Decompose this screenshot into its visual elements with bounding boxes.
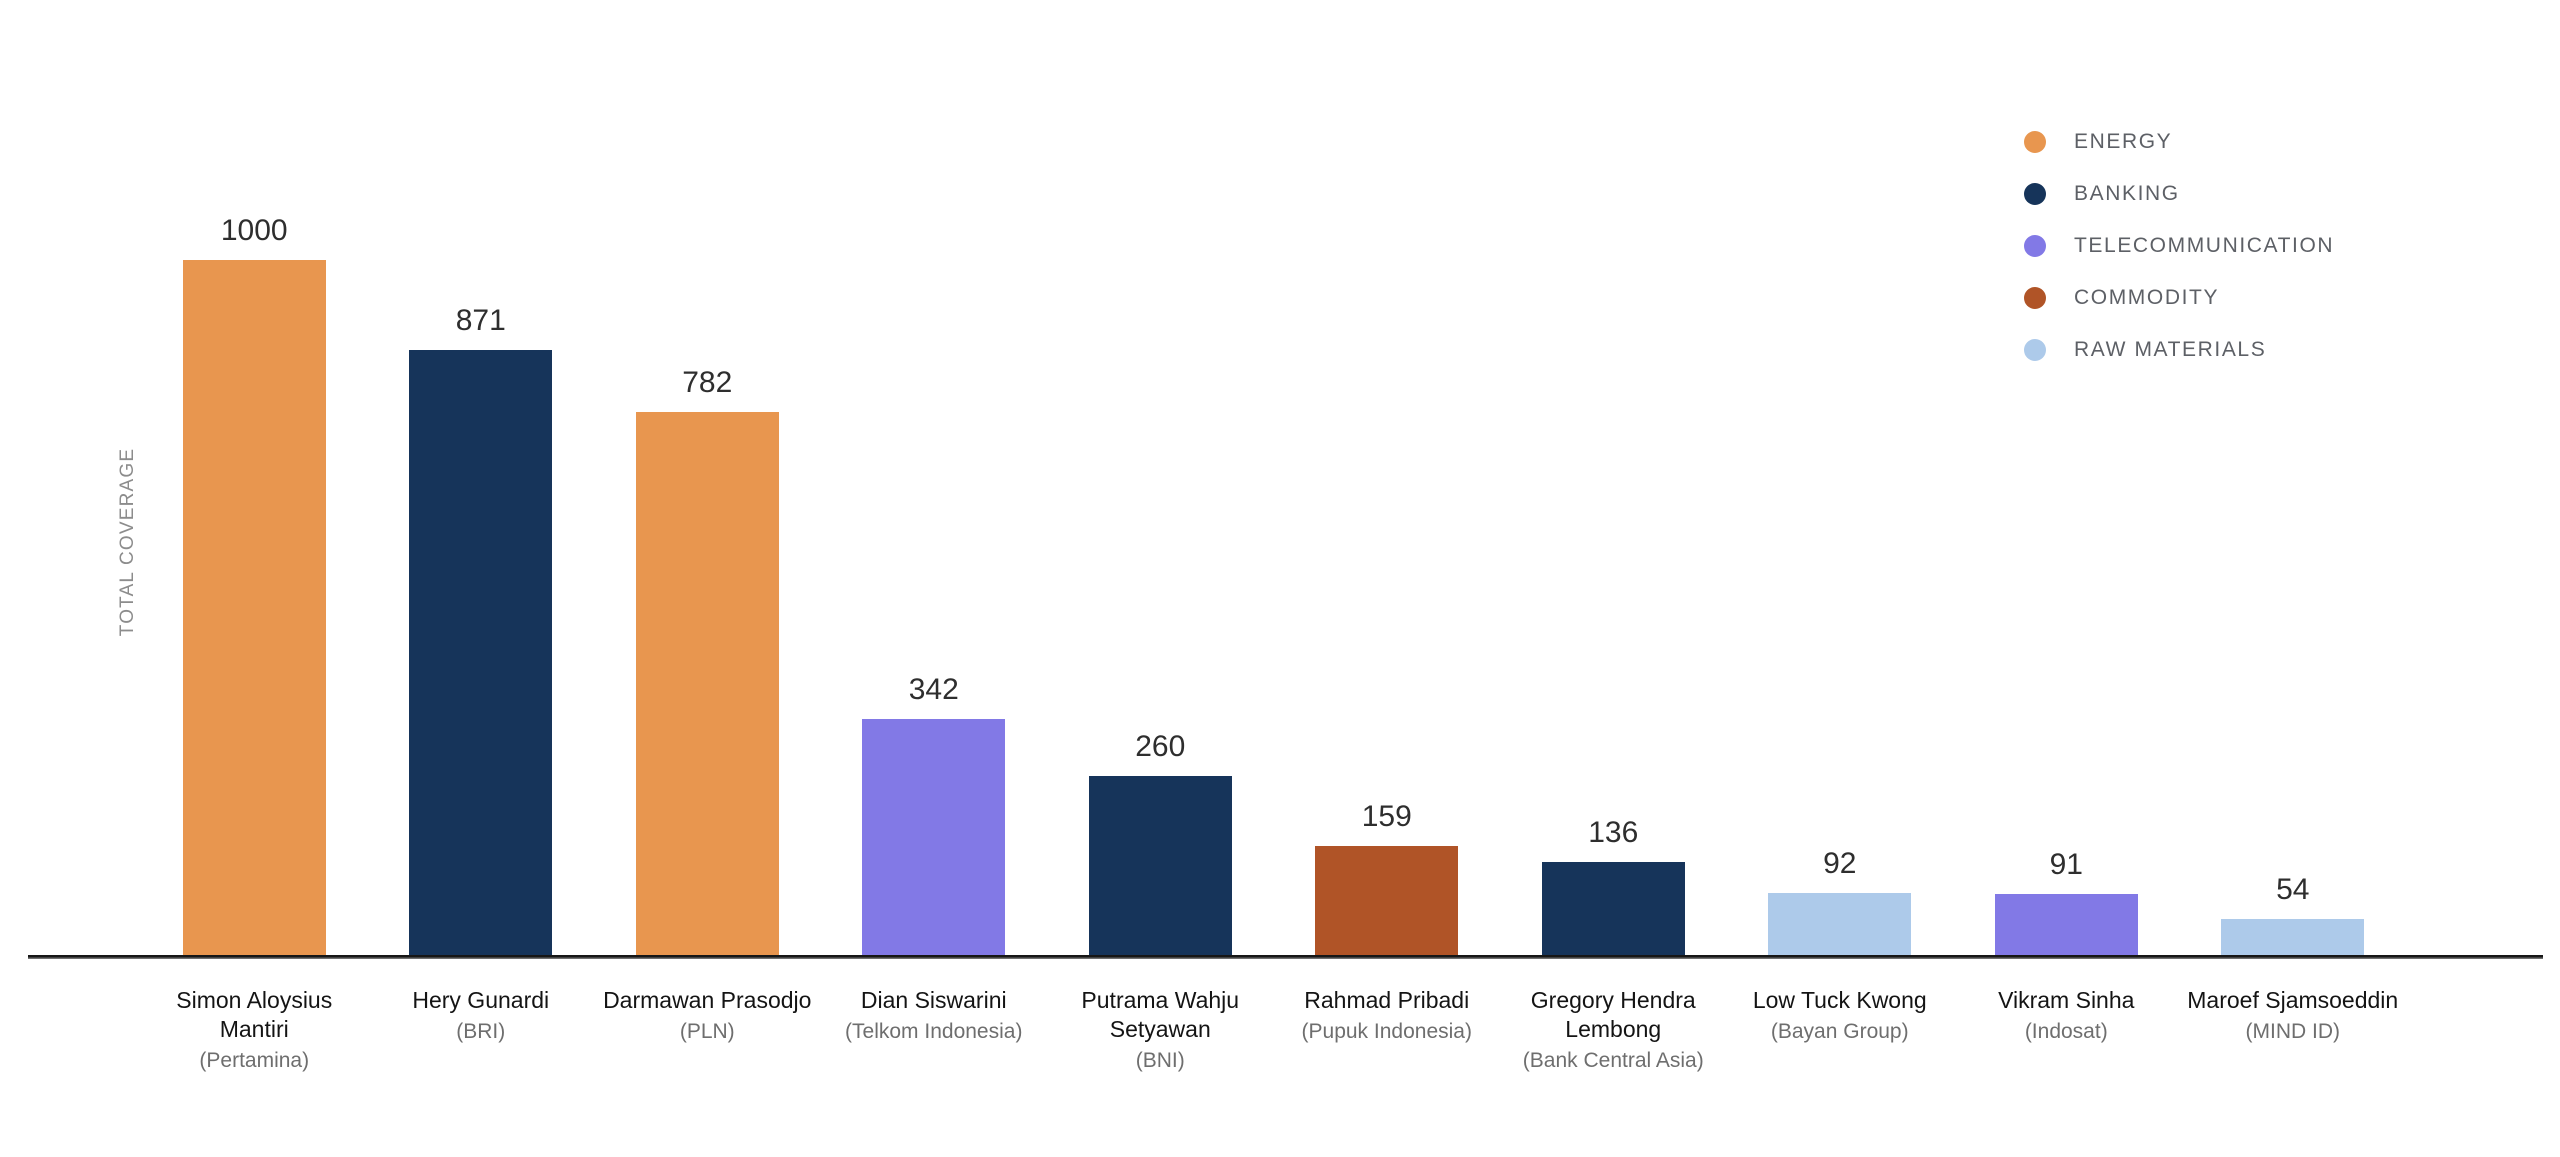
legend-dot-icon: [2024, 287, 2046, 309]
legend-item-label: COMMODITY: [2074, 286, 2220, 309]
bar-value-label: 92: [1823, 847, 1857, 880]
legend-item: TELECOMMUNICATION: [2024, 220, 2334, 272]
category-name: Gregory Hendra Lembong: [1530, 987, 1696, 1042]
legend-item: COMMODITY: [2024, 272, 2334, 324]
category-name: Hery Gunardi: [412, 987, 550, 1013]
legend-dot-icon: [2024, 183, 2046, 205]
category-name: Vikram Sinha: [1998, 987, 2135, 1013]
bar-value-label: 260: [1135, 730, 1186, 763]
legend-dot-icon: [2024, 235, 2046, 257]
category-company: (Bayan Group): [1770, 1019, 1909, 1043]
bar-column: 782: [594, 368, 821, 957]
category-name: Simon Aloysius Mantiri: [176, 987, 333, 1042]
x-axis-line: [28, 955, 2543, 959]
category-label: Putrama Wahju Setyawan (BNI): [1047, 986, 1274, 1074]
bar-column: 54: [2180, 875, 2407, 957]
y-axis-label: TOTAL COVERAGE: [117, 447, 138, 637]
bar-value-label: 782: [682, 366, 733, 399]
legend: ENERGY BANKING TELECOMMUNICATION COMMODITY R…: [2024, 116, 2334, 376]
bar-value-label: 91: [2049, 848, 2083, 881]
category-company: (BRI): [456, 1019, 506, 1043]
legend-item: BANKING: [2024, 168, 2334, 220]
category-label: Rahmad Pribadi (Pupuk Indonesia): [1274, 986, 1501, 1074]
category-company: (Bank Central Asia): [1522, 1048, 1704, 1072]
legend-item-label: TELECOMMUNICATION: [2074, 234, 2335, 257]
category-label: Vikram Sinha (Indosat): [1953, 986, 2180, 1074]
legend-item-label: RAW MATERIALS: [2074, 338, 2267, 361]
category-name: Maroef Sjamsoeddin: [2187, 987, 2399, 1013]
bar-column: 1000: [141, 216, 368, 957]
bar: [182, 260, 326, 957]
legend-item: ENERGY: [2024, 116, 2334, 168]
category-company: (Telkom Indonesia): [845, 1019, 1023, 1043]
category-company: (MIND ID): [2245, 1019, 2340, 1043]
category-name: Dian Siswarini: [860, 987, 1007, 1013]
plot-area: 1000 871 782 342 260 159 136 92 91 54: [141, 197, 2406, 957]
bar-column: 871: [368, 306, 595, 957]
x-axis-category-labels: Simon Aloysius Mantiri (Pertamina) Hery Gu…: [141, 986, 2406, 1074]
category-company: (Pupuk Indonesia): [1301, 1019, 1472, 1043]
category-label: Simon Aloysius Mantiri (Pertamina): [141, 986, 368, 1074]
bar-value-label: 1000: [220, 214, 288, 247]
legend-dot-icon: [2024, 131, 2046, 153]
bar: [1541, 862, 1685, 957]
legend-item: RAW MATERIALS: [2024, 324, 2334, 376]
legend-dot-icon: [2024, 339, 2046, 361]
category-label: Dian Siswarini (Telkom Indonesia): [821, 986, 1048, 1074]
bar: [1315, 846, 1459, 957]
category-name: Darmawan Prasodjo: [603, 987, 812, 1013]
category-label: Gregory Hendra Lembong (Bank Central Asia…: [1500, 986, 1727, 1074]
bar: [1088, 776, 1232, 957]
bar-value-label: 342: [908, 673, 959, 706]
bar: [1768, 893, 1912, 957]
category-name: Low Tuck Kwong: [1752, 987, 1927, 1013]
bar-value-label: 871: [455, 304, 506, 337]
bar-column: 136: [1500, 818, 1727, 957]
bar: [635, 412, 779, 957]
bar-column: 342: [821, 675, 1048, 957]
category-name: Putrama Wahju Setyawan: [1081, 987, 1240, 1042]
bar: [2221, 919, 2365, 957]
category-label: Hery Gunardi (BRI): [368, 986, 595, 1074]
legend-item-label: BANKING: [2074, 182, 2180, 205]
bar-column: 159: [1274, 802, 1501, 957]
category-company: (BNI): [1135, 1048, 1185, 1072]
bar: [409, 350, 553, 957]
category-name: Rahmad Pribadi: [1304, 987, 1470, 1013]
category-company: (PLN): [679, 1019, 735, 1043]
bar-value-label: 159: [1361, 800, 1412, 833]
legend-item-label: ENERGY: [2074, 130, 2173, 153]
category-company: (Indosat): [2024, 1019, 2108, 1043]
bar-column: 91: [1953, 850, 2180, 957]
bar: [1994, 894, 2138, 957]
bar-value-label: 54: [2276, 873, 2310, 906]
bar: [862, 719, 1006, 957]
bar-value-label: 136: [1588, 816, 1639, 849]
category-label: Maroef Sjamsoeddin (MIND ID): [2180, 986, 2407, 1074]
bar-column: 260: [1047, 732, 1274, 957]
category-label: Low Tuck Kwong (Bayan Group): [1727, 986, 1954, 1074]
category-company: (Pertamina): [199, 1048, 310, 1072]
category-label: Darmawan Prasodjo (PLN): [594, 986, 821, 1074]
bar-column: 92: [1727, 849, 1954, 957]
